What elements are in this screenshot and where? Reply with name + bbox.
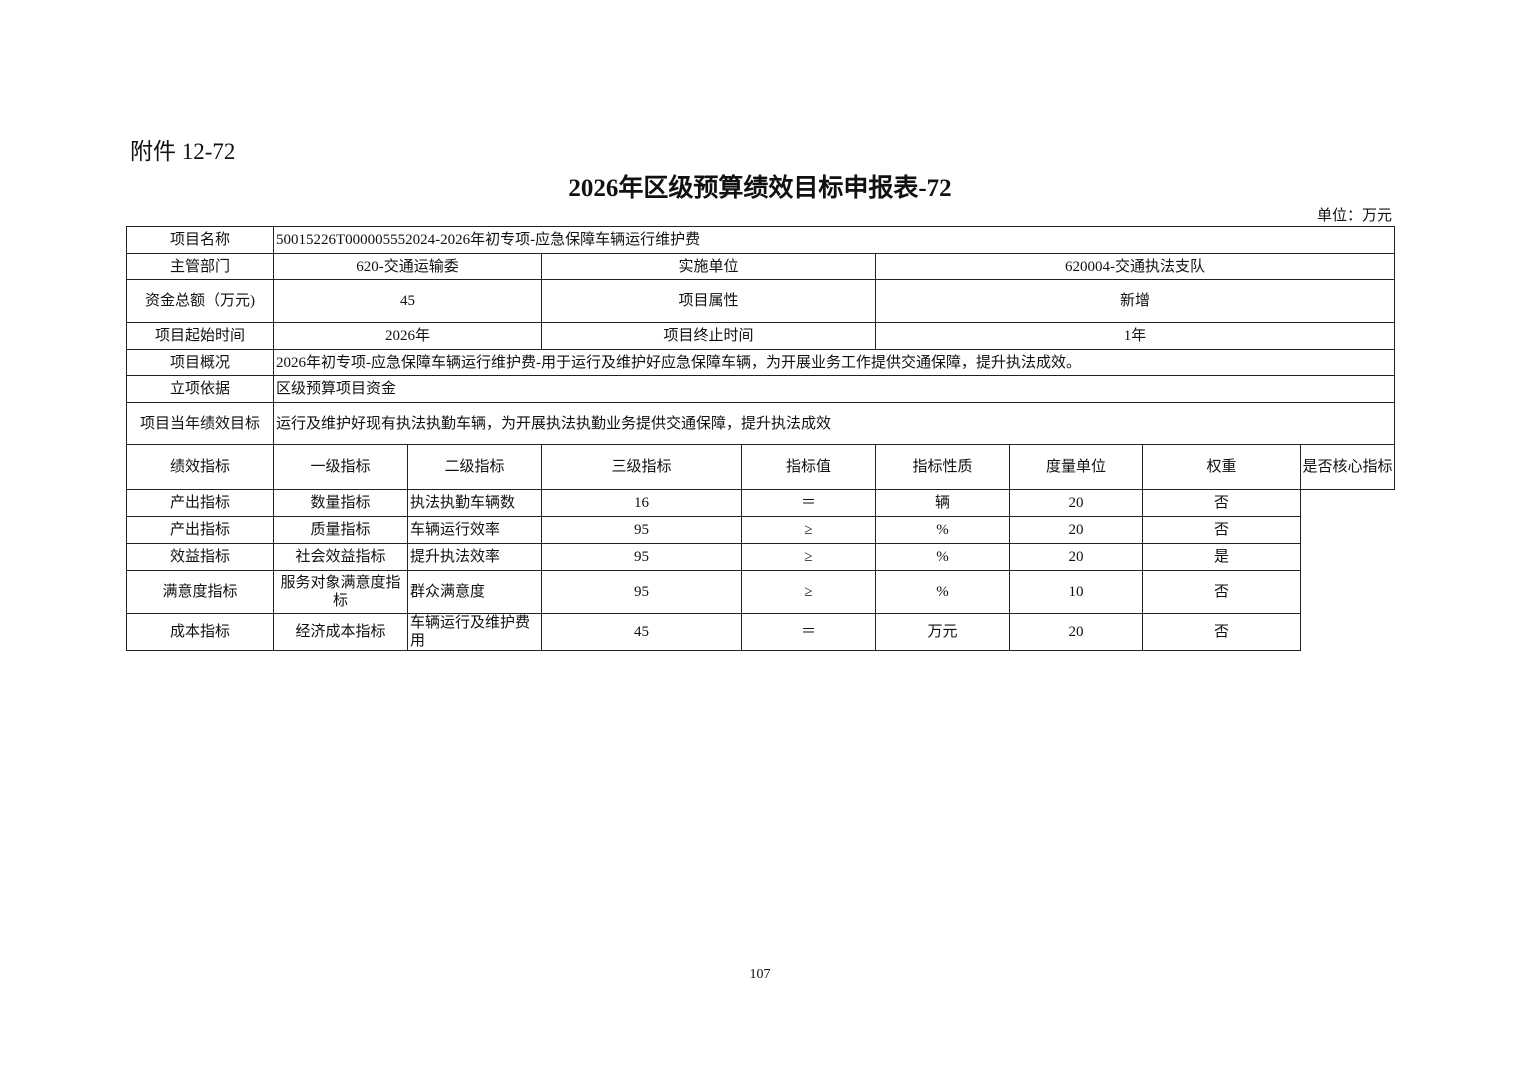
indicator-header-row: 绩效指标 一级指标 二级指标 三级指标 指标值 指标性质 度量单位 权重 是否核… — [126, 444, 1396, 490]
unit-label: 单位：万元 — [1316, 208, 1392, 224]
indicator-row: 满意度指标 服务对象满意度指标 群众满意度 95 ≥% 10 否 — [126, 570, 1395, 614]
indicator-cell: 95 — [541, 516, 742, 544]
page-title: 2026年区级预算绩效目标申报表-72 — [568, 175, 952, 202]
overview: 2026年初专项-应急保障车辆运行维护费-用于运行及维护好应急保障车辆，为开展业… — [272, 349, 1396, 376]
indicator-cell: 车辆运行及维护费用 — [407, 613, 542, 651]
header-cell: 度量单位 — [1009, 444, 1143, 490]
budget-target-table: 项目名称 50015226T000005552024-2026年初专项-应急保障… — [126, 226, 1396, 651]
indicator-cell: 否 — [1142, 570, 1301, 614]
indicator-cell: 提升执法效率 — [407, 543, 542, 571]
indicator-cell: 社会效益指标 — [273, 543, 408, 571]
indicator-cell: 10 — [1009, 570, 1143, 614]
indicator-cell: 产出指标 — [126, 489, 274, 517]
indicator-cell: 群众满意度 — [407, 570, 542, 614]
indicator-cell: 产出指标 — [126, 516, 274, 544]
indicator-cell: ＝ — [741, 613, 876, 651]
indicator-row: 产出指标 数量指标 执法执勤车辆数 16 ＝辆 20 否 — [126, 489, 1395, 517]
indicator-cell: 是 — [1142, 543, 1301, 571]
funds-label: 资金总额（万元) — [126, 279, 274, 323]
indicator-cell: ≥ — [741, 570, 876, 614]
dept-label: 主管部门 — [126, 253, 274, 280]
indicator-cell: 辆 — [875, 489, 1010, 517]
goal: 运行及维护好现有执法执勤车辆，为开展执法执勤业务提供交通保障，提升执法成效 — [272, 402, 1396, 445]
basis: 区级预算项目资金 — [272, 375, 1396, 403]
start-label: 项目起始时间 — [126, 322, 274, 350]
indicator-cell: 95 — [541, 543, 742, 571]
basis-label: 立项依据 — [126, 375, 274, 403]
header-cell: 权重 — [1142, 444, 1301, 490]
indicator-cell: % — [875, 570, 1010, 614]
header-cell: 一级指标 — [273, 444, 408, 490]
indicator-cell: 车辆运行效率 — [407, 516, 542, 544]
indicator-row: 成本指标 经济成本指标 车辆运行及维护费用 45 ＝万元 20 否 — [126, 613, 1395, 651]
header-cell: 是否核心指标 — [1299, 444, 1396, 490]
indicator-cell: 20 — [1009, 613, 1143, 651]
indicator-cell: 95 — [541, 570, 742, 614]
goal-label: 项目当年绩效目标 — [126, 402, 274, 445]
indicator-cell: 否 — [1142, 489, 1301, 517]
page-number: 107 — [749, 967, 771, 982]
impl-label: 实施单位 — [541, 253, 876, 280]
indicator-cell: 数量指标 — [273, 489, 408, 517]
indicator-cell: 否 — [1142, 516, 1301, 544]
dept: 620-交通运输委 — [273, 253, 542, 280]
overview-label: 项目概况 — [126, 349, 274, 376]
indicator-cell: ＝ — [741, 489, 876, 517]
indicator-row: 效益指标 社会效益指标 提升执法效率 95 ≥% 20 是 — [126, 543, 1395, 571]
indicator-cell: 20 — [1009, 543, 1143, 571]
indicators-label: 绩效指标 — [126, 444, 274, 490]
indicator-cell: 16 — [541, 489, 742, 517]
indicator-cell: 满意度指标 — [126, 570, 274, 614]
project-name-label: 项目名称 — [126, 226, 274, 254]
funds: 45 — [273, 279, 542, 323]
indicator-cell: 效益指标 — [126, 543, 274, 571]
indicator-cell: 服务对象满意度指标 — [273, 570, 408, 614]
indicator-cell: 经济成本指标 — [273, 613, 408, 651]
end: 1年 — [874, 322, 1396, 350]
indicator-cell: 20 — [1009, 489, 1143, 517]
attr: 新增 — [874, 279, 1396, 323]
attr-label: 项目属性 — [541, 279, 876, 323]
indicator-cell: ≥ — [741, 516, 876, 544]
indicator-cell: % — [875, 543, 1010, 571]
header-cell: 指标性质 — [875, 444, 1010, 490]
indicator-cell: 20 — [1009, 516, 1143, 544]
header-cell: 指标值 — [741, 444, 876, 490]
indicator-cell: 万元 — [875, 613, 1010, 651]
impl: 620004-交通执法支队 — [874, 253, 1396, 280]
indicator-cell: % — [875, 516, 1010, 544]
start: 2026年 — [273, 322, 542, 350]
indicator-row: 产出指标 质量指标 车辆运行效率 95 ≥% 20 否 — [126, 516, 1395, 544]
project-name: 50015226T000005552024-2026年初专项-应急保障车辆运行维… — [272, 226, 1396, 254]
indicator-cell: 成本指标 — [126, 613, 274, 651]
attachment-label: 附件 12-72 — [130, 139, 236, 164]
indicator-cell: ≥ — [741, 543, 876, 571]
end-label: 项目终止时间 — [541, 322, 876, 350]
header-cell: 三级指标 — [541, 444, 742, 490]
indicator-cell: 45 — [541, 613, 742, 651]
indicator-cell: 否 — [1142, 613, 1301, 651]
indicator-cell: 执法执勤车辆数 — [407, 489, 542, 517]
header-cell: 二级指标 — [407, 444, 542, 490]
indicator-cell: 质量指标 — [273, 516, 408, 544]
